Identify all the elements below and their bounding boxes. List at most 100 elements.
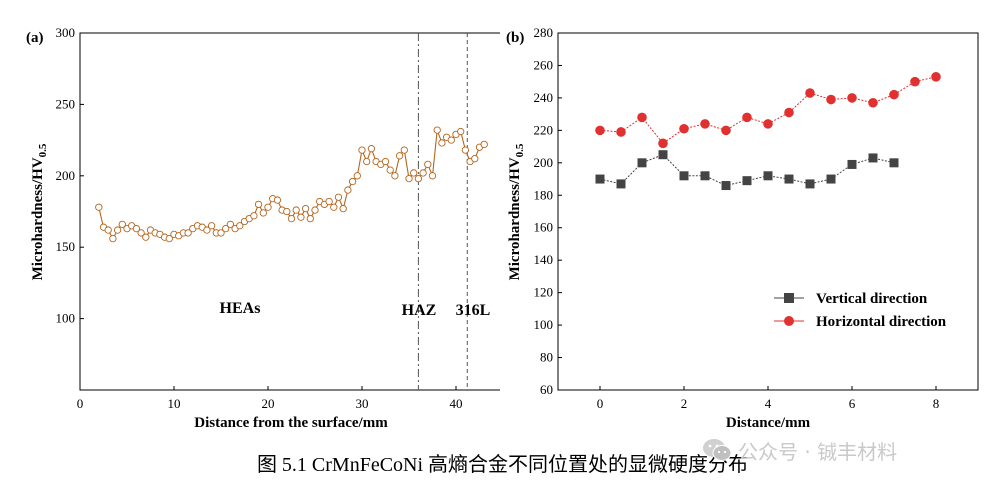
chart-b-y-tick-label-6: 180 [534,187,554,202]
chart-a-point-51 [334,193,343,201]
chart-a-point-69 [419,169,427,177]
chart-a-point-70 [424,160,432,169]
chart-b-vertical-point-2 [637,158,647,168]
chart-b-horizontal-point-7 [742,112,752,123]
chart-b-horizontal-point-12 [847,93,857,103]
chart-a-point-10 [142,233,150,241]
chart-a-point-53 [344,186,352,194]
chart-a-point-64 [395,152,404,160]
chart-a-point-61 [381,157,390,166]
chart-a-point-58 [367,145,376,153]
chart-b-vertical-point-11 [826,174,836,184]
chart-b: (b) 0 2 4 6 8 60 80 100 120 140 160 180 200 220 240 260… [506,25,979,431]
chart-a-point-4 [113,226,122,234]
chart-a-point-75 [447,136,455,144]
region-label-haz: HAZ [402,302,437,319]
chart-b-vertical-point-4 [679,171,689,181]
chart-b-vertical-point-10 [805,179,815,189]
chart-b-horizontal-point-14 [889,89,899,100]
chart-a-point-56 [358,146,366,154]
chart-b-vertical-point-14 [889,158,899,168]
chart-b-vertical-point-1 [616,179,626,189]
chart-b-y-tick-label-4: 140 [534,252,554,267]
chart-b-horizontal-line [599,76,937,145]
chart-a-y-tick-label-4: 300 [56,25,76,40]
chart-b-horizontal-point-10 [805,88,815,98]
chart-a-point-63 [391,172,399,180]
chart-b-vertical-point-6 [721,181,731,191]
chart-b-y-tick-label-0: 60 [540,382,553,397]
chart-a-point-49 [325,197,333,206]
chart-a-point-57 [363,157,371,166]
chart-a-point-28 [226,220,235,229]
wechat-icon [703,439,732,461]
chart-a-x-tick-label-0: 0 [77,396,84,411]
chart-a-point-73 [438,139,446,147]
chart-a-x-tick-label-2: 20 [262,396,275,411]
chart-a-y-tick-label-3: 250 [56,96,76,111]
chart-a-point-19 [184,229,192,237]
chart-b-legend: Vertical direction Horizontal direction [774,291,947,330]
chart-a-point-40 [283,207,291,216]
chart-a-point-78 [461,146,470,154]
chart-b-y-tick-label-10: 260 [534,57,554,72]
chart-b-vertical-point-13 [868,153,878,163]
chart-b-horizontal-point-4 [679,123,689,134]
chart-a-point-15 [165,234,173,243]
chart-a-point-52 [339,204,347,213]
chart-a-point-26 [217,229,225,237]
chart-b-vertical-point-0 [595,174,605,184]
chart-a-x-tick-label-3: 30 [356,396,369,411]
chart-b-x-tick-label-3: 6 [849,396,856,411]
chart-b-horizontal-point-13 [868,97,878,108]
watermark: 公众号 · 铖丰材料 [702,436,897,464]
chart-b-horizontal-point-0 [595,125,605,136]
chart-b-horizontal-point-5 [700,119,710,129]
chart-b-vertical-point-8 [763,171,773,181]
chart-a-point-80 [471,155,479,163]
chart-a-point-54 [348,177,357,186]
chart-b-plot-frame [557,32,979,391]
chart-a-point-35 [259,209,267,217]
legend-marker-vertical [784,293,794,303]
chart-a: (a) 0 10 20 30 40 100 150 200 250 300 HEAs HAZ 31… [26,25,500,431]
chart-b-y-tick-label-11: 280 [534,25,554,40]
chart-b-x-tick-label-1: 2 [681,396,688,411]
chart-a-point-41 [287,214,296,223]
chart-a-point-3 [109,234,117,243]
chart-a-point-0 [95,203,103,211]
chart-a-y-tick-label-0: 100 [56,311,76,326]
chart-a-y-tick-label-1: 150 [56,239,76,254]
chart-a-point-33 [250,212,258,220]
chart-a-point-55 [353,172,361,180]
region-label-heas: HEAs [220,300,261,317]
chart-a-point-42 [292,206,300,214]
chart-a-point-8 [132,224,141,233]
chart-b-vertical-point-5 [700,171,710,181]
chart-b-vertical-point-7 [742,176,752,186]
chart-a-x-tick-label-4: 40 [450,396,463,411]
chart-b-vertical-point-12 [847,159,857,169]
chart-a-point-2 [104,226,112,234]
chart-a-point-46 [311,206,319,214]
chart-b-y-tick-label-8: 220 [534,122,554,137]
chart-a-point-36 [264,203,272,211]
chart-b-vertical-point-3 [658,150,668,160]
chart-a-point-68 [414,175,423,183]
legend-label-horizontal: Horizontal direction [816,314,947,330]
chart-b-horizontal-point-11 [826,94,836,105]
chart-a-point-24 [207,222,216,230]
chart-b-vertical-point-9 [784,174,794,184]
chart-b-y-tick-label-9: 240 [534,90,554,105]
chart-a-point-45 [306,214,314,223]
panel-label-a: (a) [26,30,44,46]
legend-marker-horizontal [784,316,794,326]
chart-a-point-43 [297,213,305,221]
chart-b-y-axis-title: Microhardness/HV0.5 [507,143,526,280]
chart-b-x-tick-label-4: 8 [933,396,940,411]
chart-b-x-tick-label-2: 4 [765,396,772,411]
chart-b-x-tick-label-0: 0 [597,396,604,411]
chart-b-y-tick-label-1: 80 [540,350,553,365]
chart-a-point-5 [118,220,126,229]
chart-a-point-72 [433,126,441,134]
